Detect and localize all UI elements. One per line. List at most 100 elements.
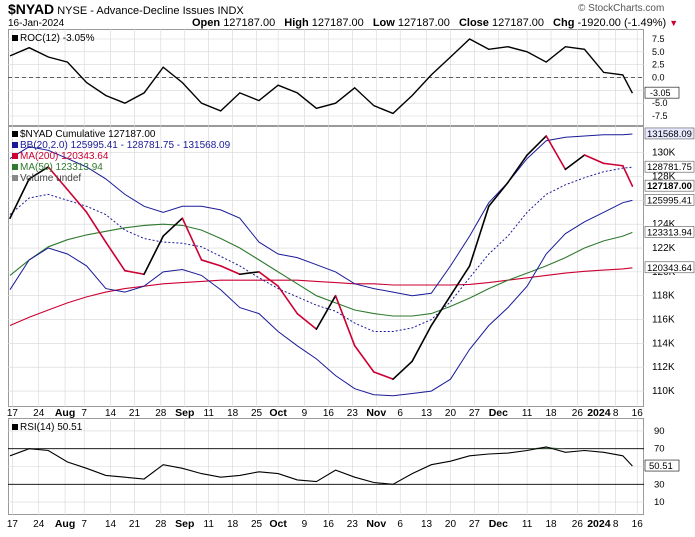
roc-legend-text: ROC(12) -3.05% — [20, 33, 95, 44]
roc-tick-label: 5.0 — [652, 47, 665, 57]
price-tick-label: 128K — [652, 171, 676, 182]
x-tick-label: 18 — [545, 408, 557, 419]
price-segment — [430, 294, 452, 327]
price-tick-label: 116K — [652, 315, 675, 326]
chg-value: -1920.00 (-1.49%) — [577, 17, 667, 29]
legend-bb-text: BB(20,2.0) 125995.41 - 128781.75 - 13156… — [20, 140, 231, 151]
x-tick-label: 21 — [129, 408, 141, 419]
roc-chart — [8, 29, 644, 126]
x-tick-label: 13 — [421, 408, 433, 419]
price-segment — [315, 294, 337, 330]
x-tick-label: 25 — [251, 408, 263, 419]
x-tick-label: 11 — [522, 408, 533, 419]
x-tick-label: 20 — [445, 519, 457, 530]
price-segment — [487, 181, 509, 208]
roc-y-axis: 7.55.02.50.0-2.5-5.0-7.5-3.05 — [644, 34, 680, 121]
open-value: 127187.00 — [223, 17, 276, 29]
x-tick-label: 27 — [469, 408, 481, 419]
legend-line: $NYAD Cumulative 127187.00 — [12, 129, 230, 140]
roc-swatch — [12, 35, 18, 42]
high-value: 127187.00 — [311, 17, 364, 29]
roc-last-badge-text: -3.05 — [650, 88, 671, 98]
ma200-line — [9, 267, 633, 327]
price-segment — [277, 285, 299, 315]
price-segment — [162, 217, 184, 237]
price-segment — [200, 259, 222, 267]
badge-bb-lower — [644, 194, 695, 206]
price-tick-label: 130K — [652, 148, 676, 159]
date-label: 16-Jan-2024 — [8, 18, 65, 29]
x-tick-label: 17 — [7, 519, 19, 530]
x-tick-label: 11 — [522, 519, 533, 530]
price-panel: $NYAD Cumulative 127187.00 BB(20,2.0) 12… — [8, 126, 644, 407]
price-segment — [392, 360, 413, 380]
price-segment — [411, 324, 433, 363]
x-tick-label: 11 — [204, 408, 215, 419]
rsi-line — [9, 446, 633, 485]
price-tick-label: 114K — [652, 338, 675, 349]
chart-header: $NYAD NYSE - Advance-Decline Issues INDX — [8, 1, 244, 17]
legend-ma50-text: MA(50) 123313.94 — [20, 162, 103, 173]
rsi-last-badge-text: 50.51 — [649, 461, 673, 472]
roc-legend: ROC(12) -3.05% — [12, 33, 94, 44]
legend-ma200-text: MA(200) 120343.64 — [20, 151, 109, 162]
down-arrow-icon: ▼ — [669, 18, 679, 28]
x-tick-label: 28 — [155, 519, 167, 530]
x-tick-label: 8 — [613, 519, 619, 530]
price-chart — [8, 126, 644, 407]
badge-ma200-text: 120343.64 — [647, 263, 692, 274]
price-legend: $NYAD Cumulative 127187.00 BB(20,2.0) 12… — [12, 129, 230, 184]
roc-tick-label: 0.0 — [652, 73, 665, 83]
price-segment — [373, 371, 394, 380]
x-tick-label: 24 — [33, 408, 45, 419]
legend-swatch-volume — [12, 175, 18, 182]
rsi-last-badge — [644, 459, 680, 472]
x-tick-label: 20 — [445, 408, 457, 419]
x-tick-label: Aug — [55, 518, 75, 530]
legend-volume: Volume undef — [12, 173, 230, 184]
badge-bb-upper-text: 131568.09 — [647, 129, 692, 140]
badge-ma200 — [644, 261, 695, 274]
x-tick-label: Oct — [269, 518, 287, 530]
rsi-x-axis: 17 24 Aug 7 14 21 28 Sep 11 18 25 Oct 9 16 23 Nov 6 13 20 2… — [7, 518, 643, 530]
x-tick-label: 9 — [302, 408, 308, 419]
high-label: High — [284, 17, 309, 29]
x-tick-label: 17 — [7, 408, 19, 419]
price-segment — [583, 154, 605, 165]
price-tick-label: 112K — [652, 362, 675, 373]
x-tick-label: 6 — [397, 408, 403, 419]
price-y-axis: 130K128K126K124K122K120K118K116K114K112K… — [644, 127, 695, 397]
roc-tick-label: 2.5 — [652, 60, 665, 70]
exchange: INDX — [217, 5, 244, 17]
low-label: Low — [372, 17, 395, 29]
x-tick-label: 16 — [323, 408, 335, 419]
x-tick-label: 18 — [227, 408, 239, 419]
price-segment — [28, 166, 50, 180]
badge-bb-mid-text: 128781.75 — [647, 162, 692, 173]
price-segment — [545, 135, 567, 171]
badge-bb-mid — [644, 160, 695, 173]
x-tick-label: 13 — [421, 519, 433, 530]
roc-tick-label: -7.5 — [652, 111, 668, 121]
x-tick-label: 26 — [572, 519, 584, 530]
price-segment — [507, 154, 528, 184]
badge-ma50-text: 123313.94 — [647, 227, 692, 238]
low-value: 127187.00 — [397, 17, 450, 29]
legend-swatch-bb — [12, 142, 18, 149]
price-segment — [564, 154, 586, 171]
x-tick-label: 23 — [347, 519, 359, 530]
chg-label: Chg — [553, 17, 575, 29]
x-tick-label: 9 — [302, 519, 308, 530]
legend-swatch-ma200 — [12, 153, 18, 160]
x-tick-label: 16 — [632, 408, 644, 419]
x-tick-label: Dec — [489, 407, 508, 419]
x-tick-label: Oct — [269, 407, 287, 419]
legend-volume-text: Volume undef — [20, 173, 82, 184]
legend-swatch-nyad — [12, 131, 18, 138]
rsi-tick-label: 10 — [654, 497, 665, 508]
rsi-legend: RSI(14) 50.51 — [12, 422, 82, 433]
price-segment — [526, 135, 548, 156]
legend-ma200: MA(200) 120343.64 — [12, 151, 230, 162]
ohlc-row: Open 127187.00 High 127187.00 Low 127187… — [192, 17, 678, 29]
x-tick-label: 2024 — [587, 518, 611, 530]
